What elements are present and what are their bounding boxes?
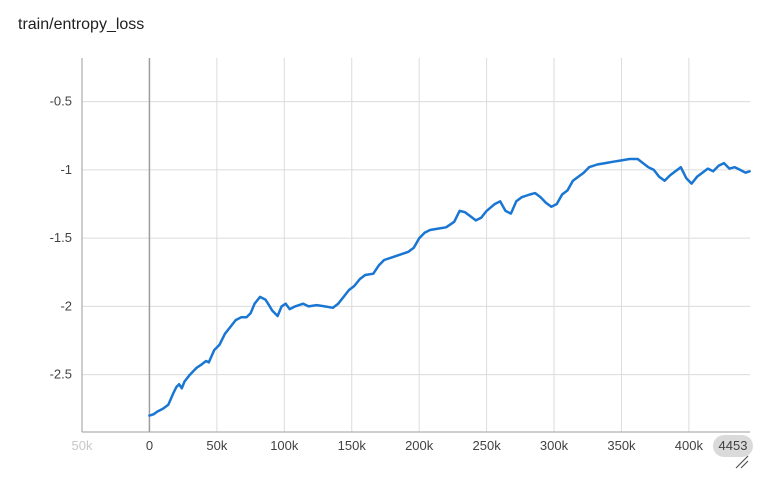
grid-layer — [81, 58, 750, 432]
x-end-label: 4453 — [719, 438, 748, 453]
resize-handle-icon[interactable] — [735, 455, 749, 469]
tick-layer: -0.5 -1 -1.5 -2 -2.5 50k 0 50k 100k 150k 200k 250k 3… — [50, 94, 704, 453]
x-tick-label: 100k — [270, 438, 299, 453]
y-tick-label: -2 — [60, 298, 72, 313]
x-tick-label: 300k — [540, 438, 569, 453]
x-tick-label: 400k — [675, 438, 704, 453]
series-layer — [148, 157, 751, 417]
chart-title: train/entropy_loss — [18, 16, 145, 33]
x-tick-label: 0 — [146, 438, 153, 453]
y-tick-label: -1.5 — [50, 230, 72, 245]
series-line[interactable] — [148, 157, 751, 417]
x-tick-label: 50k — [206, 438, 227, 453]
x-tick-label: 50k — [72, 438, 93, 453]
y-tick-label: -0.5 — [50, 94, 72, 109]
axis-layer — [81, 58, 750, 433]
x-tick-label: 350k — [607, 438, 636, 453]
x-tick-label: 150k — [338, 438, 367, 453]
x-tick-label: 250k — [473, 438, 502, 453]
x-tick-label: 200k — [405, 438, 434, 453]
x-end-badge-bg — [713, 435, 753, 457]
x-end-badge[interactable]: 4453 — [713, 435, 753, 457]
y-tick-label: -2.5 — [50, 367, 72, 382]
y-tick-label: -1 — [60, 162, 72, 177]
